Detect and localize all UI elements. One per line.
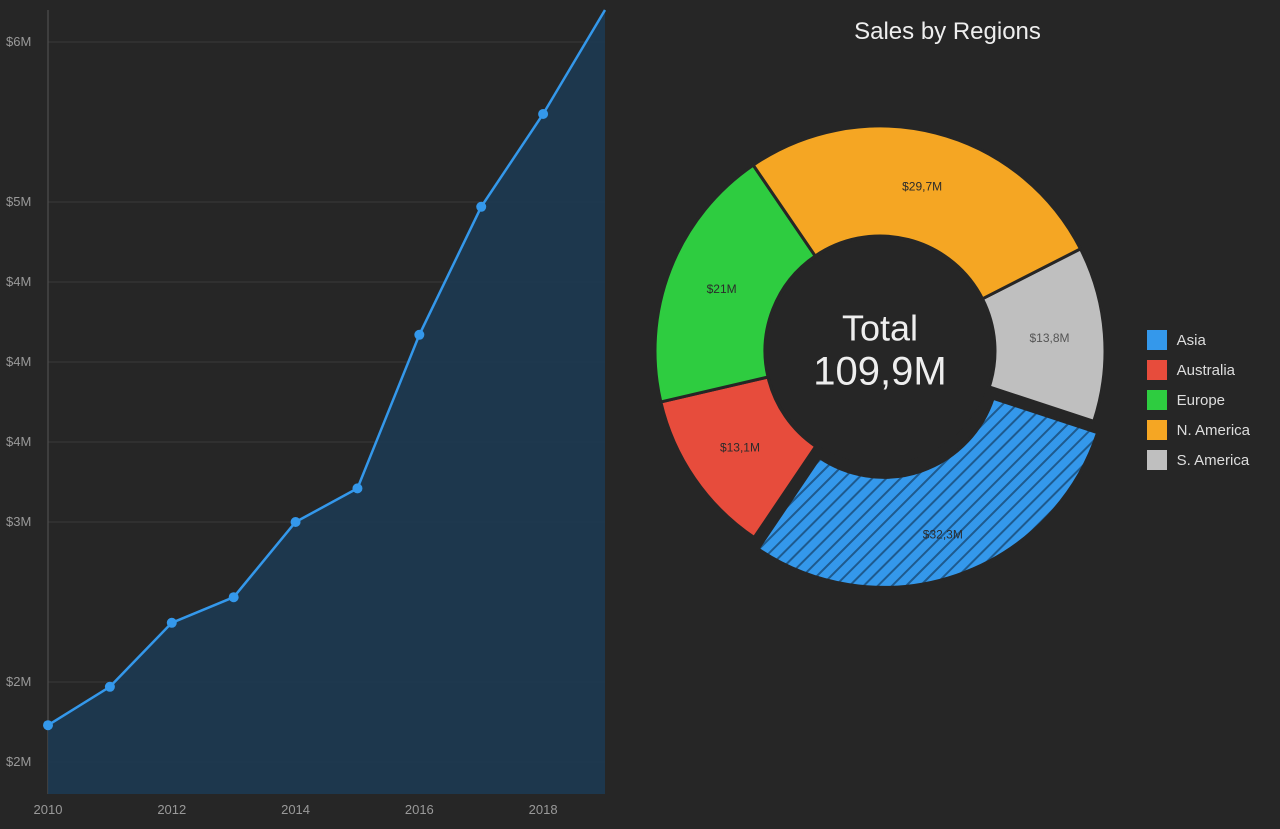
svg-text:$6M: $6M <box>6 34 31 49</box>
donut-legend: Asia Australia Europe N. America S. Amer… <box>1147 330 1250 480</box>
legend-item-australia[interactable]: Australia <box>1147 360 1250 380</box>
legend-swatch <box>1147 330 1167 350</box>
sales-line-chart: $2M $2M $3M $4M $4M $4M $5M $6M 2010 2012 2014 2016… <box>0 0 615 824</box>
donut-chart: $13,8M $32,3M $13,1M $21M $29,7M Total 109,9… <box>635 106 1125 596</box>
legend-label: Australia <box>1177 362 1235 379</box>
dashboard: $2M $2M $3M $4M $4M $4M $5M $6M 2010 2012 2014 2016… <box>0 0 1280 824</box>
legend-label: S. America <box>1177 452 1250 469</box>
svg-text:$2M: $2M <box>6 674 31 689</box>
donut-center-value: 109,9M <box>813 350 946 395</box>
svg-text:2010: 2010 <box>34 802 63 817</box>
donut-panel: Sales by Regions $13,8M$32,3M$13,1M$21M$… <box>615 0 1280 824</box>
slice-label: $13,1M <box>720 440 760 454</box>
svg-text:$4M: $4M <box>6 434 31 449</box>
legend-swatch <box>1147 420 1167 440</box>
legend-label: N. America <box>1177 422 1250 439</box>
svg-text:2018: 2018 <box>529 802 558 817</box>
donut-center-label: Total <box>813 308 946 350</box>
svg-text:2014: 2014 <box>281 802 310 817</box>
svg-text:$3M: $3M <box>6 514 31 529</box>
legend-swatch <box>1147 360 1167 380</box>
svg-text:2016: 2016 <box>405 802 434 817</box>
svg-text:$2M: $2M <box>6 754 31 769</box>
legend-item-n-america[interactable]: N. America <box>1147 420 1250 440</box>
slice-label: $21M <box>707 282 737 296</box>
slice-label: $13,8M <box>1029 331 1069 345</box>
svg-text:$5M: $5M <box>6 194 31 209</box>
legend-swatch <box>1147 450 1167 470</box>
slice-label: $29,7M <box>902 179 942 193</box>
slice-label: $32,3M <box>923 528 963 542</box>
svg-text:2012: 2012 <box>157 802 186 817</box>
legend-item-europe[interactable]: Europe <box>1147 390 1250 410</box>
legend-item-asia[interactable]: Asia <box>1147 330 1250 350</box>
donut-title: Sales by Regions <box>615 18 1280 46</box>
legend-swatch <box>1147 390 1167 410</box>
svg-text:$4M: $4M <box>6 354 31 369</box>
svg-text:$4M: $4M <box>6 274 31 289</box>
donut-center: Total 109,9M <box>813 308 946 395</box>
legend-label: Europe <box>1177 392 1225 409</box>
line-chart-panel: $2M $2M $3M $4M $4M $4M $5M $6M 2010 2012 2014 2016… <box>0 0 615 824</box>
legend-item-s-america[interactable]: S. America <box>1147 450 1250 470</box>
legend-label: Asia <box>1177 332 1206 349</box>
